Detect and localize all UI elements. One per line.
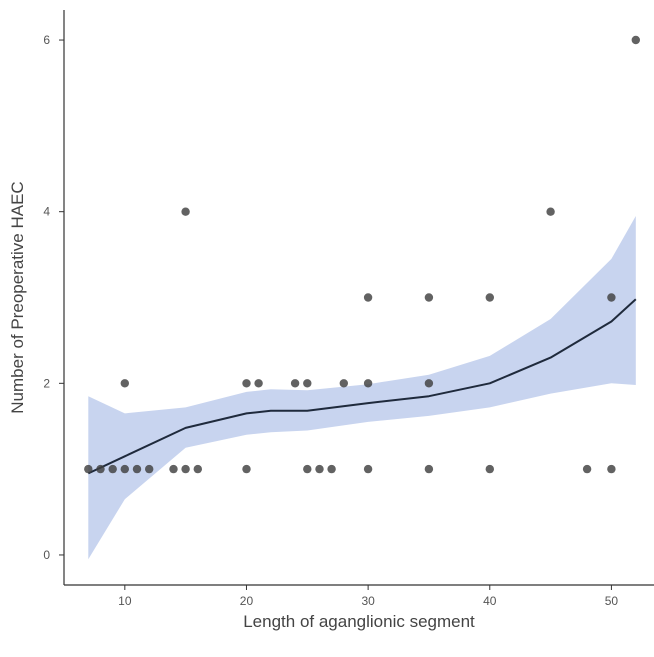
- y-tick-label: 6: [43, 33, 50, 47]
- x-axis-title: Length of aganglionic segment: [243, 612, 475, 631]
- data-point: [303, 464, 312, 474]
- data-point: [485, 293, 494, 302]
- data-point: [315, 464, 324, 474]
- data-point: [193, 464, 202, 474]
- data-point: [631, 35, 640, 45]
- data-point: [145, 464, 154, 474]
- confidence-band-layer: [88, 216, 636, 560]
- data-point: [96, 464, 105, 474]
- data-point: [424, 464, 434, 474]
- data-point: [84, 464, 93, 474]
- data-point: [424, 379, 434, 388]
- data-point: [120, 379, 129, 388]
- smooth-line: [87, 298, 637, 475]
- data-point: [132, 464, 142, 474]
- data-point: [242, 379, 251, 388]
- x-tick-label: 50: [605, 594, 619, 608]
- y-tick-label: 4: [43, 205, 50, 219]
- data-point: [120, 464, 129, 474]
- data-point: [582, 464, 592, 474]
- data-point: [242, 464, 251, 474]
- y-ticks: 0 2 4 6: [43, 33, 64, 562]
- y-tick-label: 2: [43, 376, 50, 390]
- x-tick-label: 40: [483, 594, 497, 608]
- x-ticks: 10 20 30 40 50: [118, 585, 618, 608]
- smooth-line-layer: [87, 298, 637, 475]
- x-tick-label: 20: [240, 594, 254, 608]
- data-point: [181, 464, 190, 474]
- data-point: [290, 379, 300, 388]
- data-point: [607, 464, 616, 474]
- data-point: [485, 464, 494, 474]
- confidence-band: [88, 216, 636, 560]
- x-tick-label: 30: [361, 594, 375, 608]
- data-point: [363, 464, 373, 474]
- data-point: [181, 207, 190, 216]
- data-point: [303, 379, 312, 388]
- data-point: [424, 293, 434, 302]
- data-point: [546, 207, 555, 216]
- data-point: [607, 293, 616, 302]
- data-point: [108, 464, 117, 474]
- data-point: [327, 464, 336, 474]
- data-point: [363, 293, 373, 302]
- axes-layer: [63, 10, 654, 586]
- x-tick-label: 10: [118, 594, 132, 608]
- y-axis-title: Number of Preoperative HAEC: [8, 181, 27, 413]
- data-points-layer: [84, 35, 640, 474]
- data-point: [339, 379, 348, 388]
- data-point: [254, 379, 263, 388]
- y-tick-label: 0: [43, 548, 50, 562]
- data-point: [169, 464, 178, 474]
- data-point: [363, 379, 373, 388]
